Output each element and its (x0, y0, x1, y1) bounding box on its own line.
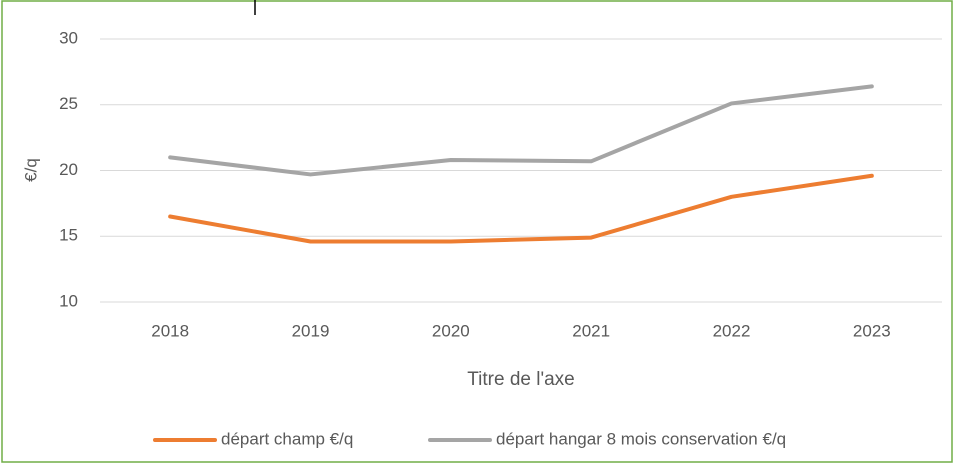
x-axis-title: Titre de l'axe (467, 369, 574, 390)
x-tick-label: 2021 (572, 321, 610, 340)
y-tick-label: 20 (59, 160, 78, 179)
x-tick-label: 2023 (853, 321, 891, 340)
y-tick-label: 15 (59, 226, 78, 245)
y-tick-label: 25 (59, 94, 78, 113)
series-line (168, 173, 874, 244)
x-tick-label: 2022 (713, 321, 751, 340)
legend-label: départ hangar 8 mois conservation €/q (496, 429, 786, 448)
y-axis-title: €/q (21, 158, 40, 182)
series-line (168, 84, 874, 177)
x-tick-label: 2019 (292, 321, 330, 340)
y-tick-label: 30 (59, 28, 78, 47)
x-tick-label: 2018 (151, 321, 189, 340)
y-tick-label: 10 (59, 291, 78, 310)
legend-label: départ champ €/q (221, 429, 353, 448)
x-tick-label: 2020 (432, 321, 470, 340)
